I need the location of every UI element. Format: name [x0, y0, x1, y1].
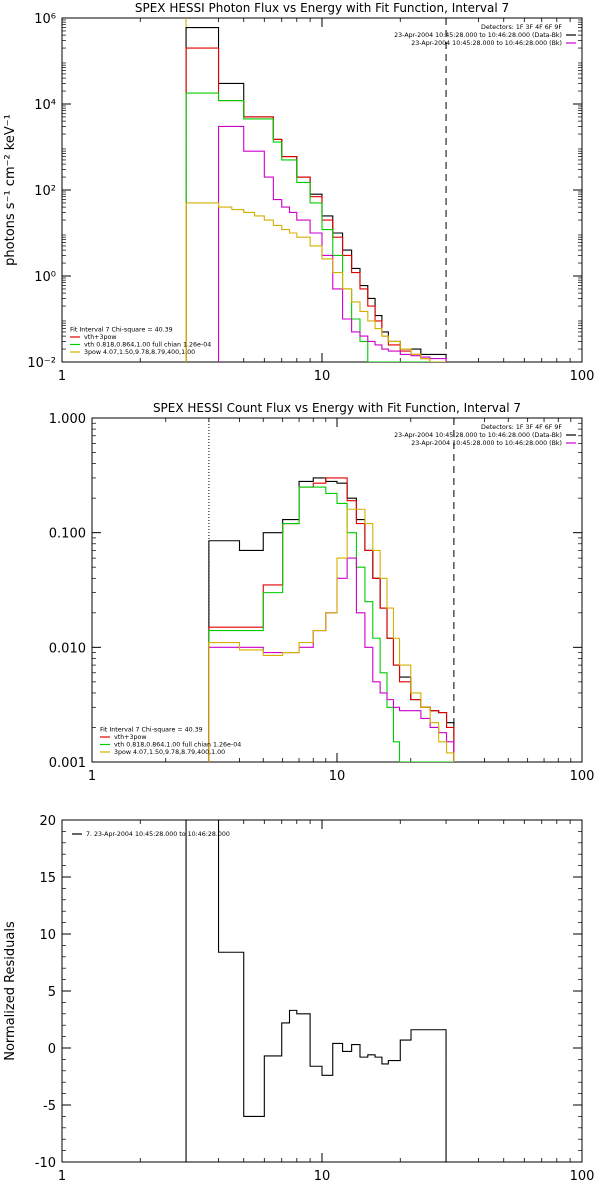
fit-legend-text: vth 0.818,0.864,1.00 full chian 1.26e-04 [84, 342, 211, 349]
series-step-line [185, 47, 447, 362]
series-step-line [208, 508, 455, 762]
y-tick-label: 10 [39, 928, 56, 943]
y-tick-label: 10⁰ [34, 270, 56, 285]
y-tick-label: -5 [43, 1099, 56, 1114]
legend-text: Detectors: 1F 3F 4F 6F 9F [481, 24, 562, 31]
legend-text: 23-Apr-2004 10:45:28.000 to 10:46:28.000… [394, 432, 562, 439]
series-step-line [208, 486, 454, 762]
series-step-line [185, 26, 447, 362]
x-tick-label: 10 [314, 369, 331, 384]
series-step-line [208, 477, 455, 762]
x-tick-label: 1 [88, 769, 96, 784]
fit-legend-text: vth+3pow [114, 734, 146, 741]
y-tick-label: 15 [39, 871, 56, 886]
legend-text: 7. 23-Apr-2004 10:45:28.000 to 10:46:28.… [86, 831, 230, 838]
y-tick-label: 20 [39, 814, 56, 829]
x-tick-label: 10 [314, 1169, 331, 1184]
legend-text: 23-Apr-2004 10:45:28.000 to 10:46:28.000… [411, 40, 562, 47]
count-flux-panel: SPEX HESSI Count Flux vs Energy with Fit… [49, 401, 595, 784]
legend-text: 23-Apr-2004 10:45:28.000 to 10:46:28.000… [394, 32, 562, 39]
fit-legend-text: vth+3pow [84, 334, 116, 341]
legend-text: 23-Apr-2004 10:45:28.000 to 10:46:28.000… [411, 440, 562, 447]
x-tick-label: 100 [570, 369, 595, 384]
y-tick-label: -10 [35, 1156, 56, 1171]
x-tick-label: 100 [570, 1169, 595, 1184]
y-tick-label: 5 [48, 985, 56, 1000]
fit-legend-text: Fit Interval 7 Chi-square = 40.39 [70, 327, 173, 334]
series-step-line [185, 92, 447, 362]
series-step-line [185, 820, 447, 1162]
chart-title: SPEX HESSI Photon Flux vs Energy with Fi… [135, 1, 509, 15]
x-tick-label: 1 [58, 369, 66, 384]
y-tick-label: 0 [48, 1042, 56, 1057]
y-tick-label: 1.000 [49, 412, 86, 427]
legend-text: Detectors: 1F 3F 4F 6F 9F [481, 424, 562, 431]
y-tick-label: 0.001 [49, 756, 86, 771]
y-tick-label: 10⁴ [34, 98, 56, 113]
x-tick-label: 100 [570, 769, 595, 784]
y-tick-label: 10⁶ [34, 12, 56, 27]
y-tick-label: 0.010 [49, 641, 86, 656]
photon-flux-panel: SPEX HESSI Photon Flux vs Energy with Fi… [3, 1, 594, 384]
series-step-line [208, 557, 455, 762]
y-tick-label: 10² [34, 184, 56, 199]
plot-frame [61, 819, 583, 1163]
fit-legend-text: vth 0.818,0.864,1.00 full chian 1.26e-04 [114, 742, 241, 749]
fit-legend-text: Fit Interval 7 Chi-square = 40.39 [100, 727, 203, 734]
y-axis-label: Normalized Residuals [3, 921, 18, 1061]
y-tick-label: 0.100 [49, 527, 86, 542]
residuals-panel: Normalized Residuals 1 10 100 -10 -5 0 5 10 15 20 7… [3, 814, 594, 1184]
chart-title: SPEX HESSI Count Flux vs Energy with Fit… [153, 401, 521, 415]
fit-legend-text: 3pow 4.07,1.50,9.78,8.79,400,1.00 [84, 349, 195, 356]
y-axis-label: photons s⁻¹ cm⁻² keV⁻¹ [3, 114, 18, 266]
fit-legend-text: 3pow 4.07,1.50,9.78,8.79,400,1.00 [114, 749, 225, 756]
series-step-line [185, 202, 447, 362]
plot-frame [61, 17, 583, 363]
series-step-line [208, 477, 455, 762]
y-tick-label: 10⁻² [27, 356, 56, 371]
x-tick-label: 10 [329, 769, 346, 784]
x-tick-label: 1 [58, 1169, 66, 1184]
